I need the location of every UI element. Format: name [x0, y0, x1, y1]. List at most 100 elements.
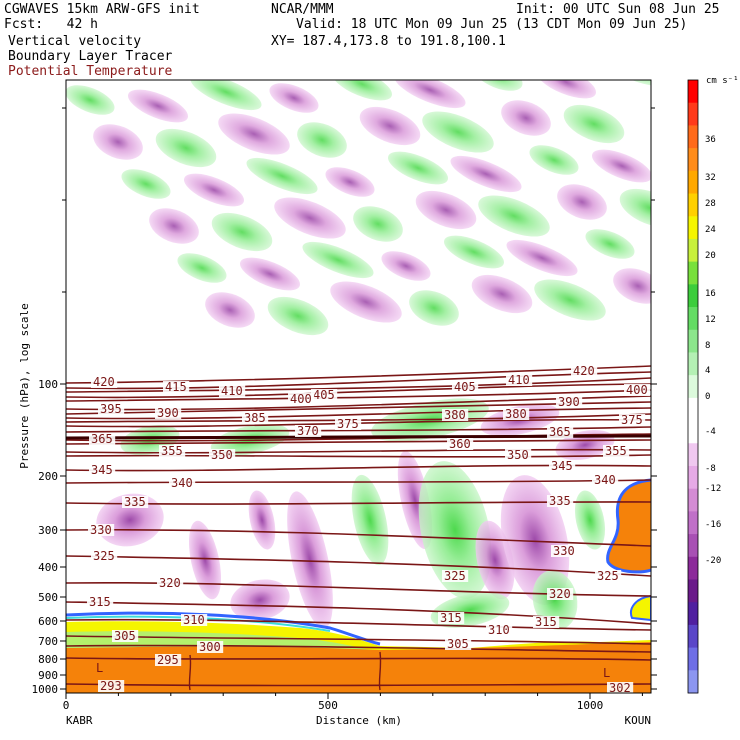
theta-label-bg	[91, 550, 118, 562]
y-tick-label: 1000	[32, 683, 59, 696]
updraft-region	[331, 80, 393, 101]
theta-label-bg	[603, 445, 630, 457]
updraft-region	[351, 474, 389, 566]
theta-contour-label: 370	[297, 424, 319, 438]
theta-contour-label: 355	[605, 444, 627, 458]
theta-label-bg	[607, 682, 634, 693]
theta-label-bg	[87, 596, 114, 608]
colorbar-swatch	[688, 670, 698, 694]
downdraft-region	[501, 100, 551, 136]
theta-contour	[66, 635, 651, 645]
theta-contour-label: 310	[183, 613, 205, 627]
theta-contour	[66, 528, 651, 547]
theta-label-bg	[547, 426, 574, 438]
theta-label-bg	[242, 412, 269, 424]
theta-contour	[66, 407, 651, 420]
theta-label-bg	[98, 403, 125, 415]
theta-label-bg	[98, 680, 125, 692]
model-title: CGWAVES 15km ARW-GFS init	[4, 2, 200, 17]
theta-contour-label: 335	[124, 495, 146, 509]
theta-label-bg	[209, 449, 236, 461]
theta-contour	[66, 365, 651, 384]
colorbar-swatch	[688, 352, 698, 376]
theta-contour	[66, 454, 651, 458]
valid-time: Valid: 18 UTC Mon 09 Jun 25 (13 CDT Mon …	[296, 17, 688, 32]
plot-frame	[65, 79, 652, 694]
colorbar-swatch	[688, 488, 698, 512]
colorbar-label: 16	[705, 289, 716, 299]
theta-label-bg	[506, 374, 533, 386]
low-marker-right: L	[603, 666, 610, 680]
theta-contour	[66, 479, 651, 484]
theta-contour-label: 365	[549, 425, 571, 439]
xy-range: XY= 187.4,173.8 to 191.8,100.1	[271, 34, 506, 49]
x-end-label-left: KABR	[66, 714, 93, 727]
colorbar-label: 4	[705, 366, 710, 376]
theta-label-bg	[89, 464, 116, 476]
colorbar-label: 20	[705, 251, 716, 261]
theta-label-bg	[89, 433, 116, 445]
x-tick-label: 500	[318, 699, 338, 712]
downdraft-region	[535, 80, 597, 99]
low-marker-left: L	[96, 661, 103, 675]
theta-label-bg	[155, 407, 182, 419]
theta-contour-label: 320	[549, 587, 571, 601]
theta-label-bg	[219, 385, 246, 397]
downdraft-region	[218, 113, 290, 155]
theta-label-bg	[549, 460, 576, 472]
theta-contour-label: 325	[93, 549, 115, 563]
theta-contour	[66, 439, 651, 445]
theta-label-bg	[335, 418, 362, 430]
colorbar-frame	[687, 79, 699, 694]
downdraft-region	[93, 124, 143, 160]
downdraft-region	[471, 274, 533, 314]
colorbar-label: 36	[705, 135, 716, 145]
downdraft-region	[450, 155, 522, 193]
colorbar-swatch	[688, 375, 698, 399]
downdraft-region	[269, 83, 319, 113]
theta-contour-label: 325	[597, 569, 619, 583]
colorbar-label: 24	[705, 225, 716, 235]
theta-contour-label: 335	[549, 494, 571, 508]
theta-contour-label: 405	[313, 388, 335, 402]
downdraft-region	[325, 167, 375, 197]
colorbar-label: -8	[705, 464, 716, 474]
colorbar-swatch	[688, 261, 698, 285]
theta-label-bg	[592, 474, 619, 486]
theta-contour-label: 340	[171, 476, 193, 490]
updraft-region	[418, 461, 492, 599]
theta-contour-label: 395	[100, 402, 122, 416]
downdraft-region	[274, 197, 346, 239]
downdraft-region	[359, 106, 421, 146]
theta-label-bg	[503, 408, 530, 420]
x-axis: 0 500 1000	[63, 693, 643, 712]
theta-contour	[66, 555, 651, 577]
theta-contour	[66, 389, 651, 402]
downdraft-region	[127, 89, 189, 123]
field-potential-temperature: Potential Temperature	[8, 64, 173, 79]
updraft-region	[574, 490, 606, 550]
colorbar-swatch	[688, 624, 698, 649]
updraft-region	[297, 122, 347, 158]
colorbar-swatch	[688, 647, 698, 671]
x-tick-label: 0	[63, 699, 70, 712]
updraft-region	[619, 188, 651, 228]
colorbar-swatch	[688, 148, 698, 172]
theta-contour-label: 380	[505, 407, 527, 421]
theta-label-bg	[88, 524, 115, 536]
colorbar-swatch	[688, 125, 698, 149]
theta-contour-label: 405	[454, 380, 476, 394]
downdraft-region	[506, 239, 578, 277]
colorbar-label: 12	[705, 315, 716, 325]
theta-contour-label: 345	[91, 463, 113, 477]
downdraft-region	[381, 251, 431, 281]
theta-contour-label: 400	[290, 392, 312, 406]
theta-contour	[66, 377, 651, 393]
theta-contour-label: 415	[165, 380, 187, 394]
theta-label-bg	[159, 445, 186, 457]
theta-label-bg	[122, 496, 149, 508]
colorbar-label: 8	[705, 341, 710, 351]
